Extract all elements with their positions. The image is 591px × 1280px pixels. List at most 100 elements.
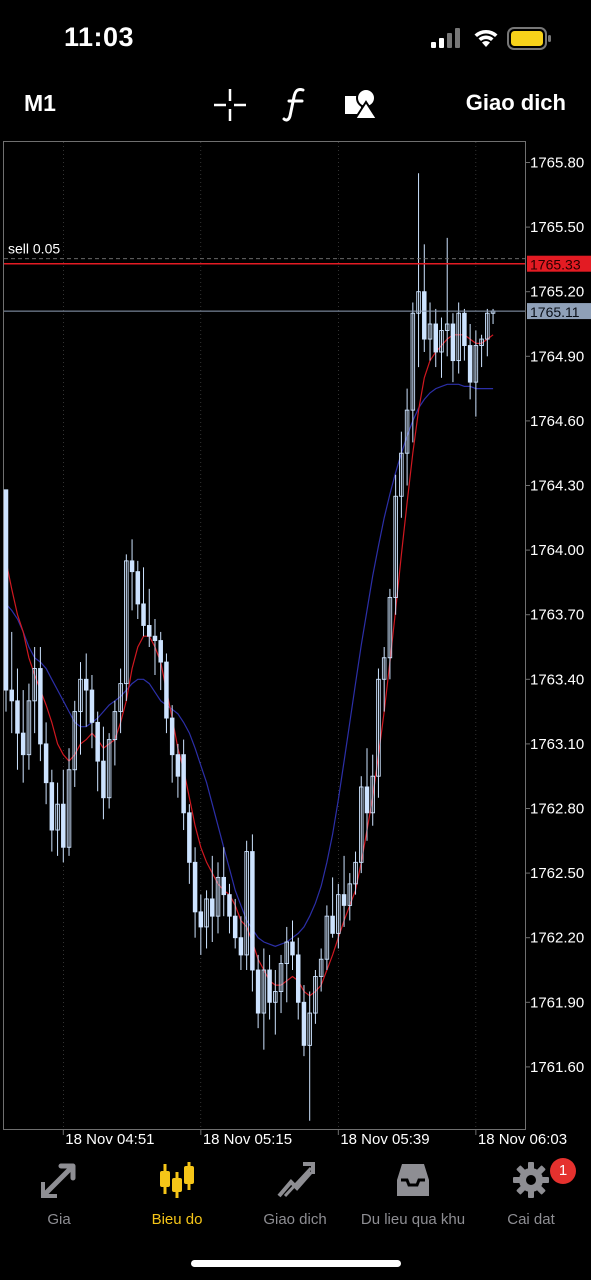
candle-body xyxy=(141,603,146,626)
candle-body xyxy=(72,711,78,771)
price-axis: 1765.80 1765.50 1765.20 1764.90 1764.60 1764.… xyxy=(525,155,584,1076)
price-tick-label: 1763.10 xyxy=(530,736,584,753)
tab-bar: Gia Bieu do Giao dich Du lieu qua khu 1 … xyxy=(0,1150,591,1280)
candle-body xyxy=(55,803,60,831)
candle-body xyxy=(169,717,175,756)
price-tick-label: 1764.90 xyxy=(530,348,584,365)
candle-body xyxy=(427,323,433,340)
crosshair-icon[interactable] xyxy=(213,88,247,127)
sell-price-tag-label: 1765.33 xyxy=(530,257,581,273)
candle-body xyxy=(364,786,370,814)
candle-body xyxy=(135,571,141,605)
candle-body xyxy=(273,991,278,1003)
sell-price-tag xyxy=(527,255,591,272)
function-icon[interactable] xyxy=(281,86,309,127)
candle-body xyxy=(78,678,83,713)
tab-history[interactable]: Du lieu qua khu xyxy=(354,1160,472,1228)
candle-body xyxy=(462,312,467,346)
timeframe-button[interactable]: M1 xyxy=(24,90,56,116)
battery-icon xyxy=(507,27,553,56)
price-tick-label: 1763.70 xyxy=(530,607,584,624)
candle-body xyxy=(95,721,100,762)
candle-body xyxy=(261,969,267,1014)
chart-grid xyxy=(62,142,477,1129)
tab-label: Cai dat xyxy=(507,1211,555,1228)
candle-body xyxy=(359,786,364,863)
quotes-icon xyxy=(39,1163,79,1204)
status-time: 11:03 xyxy=(64,22,135,52)
candle-body xyxy=(32,668,37,702)
ma-slow-line xyxy=(5,383,494,947)
price-tick-label: 1763.40 xyxy=(530,671,584,688)
candle-body xyxy=(393,495,398,598)
price-tick-label: 1764.00 xyxy=(530,542,584,559)
tab-label: Gia xyxy=(47,1211,71,1228)
cellular-signal-icon xyxy=(431,28,463,55)
candle-body xyxy=(255,969,261,1014)
tab-quotes[interactable]: Gia xyxy=(0,1160,118,1228)
candle-body xyxy=(158,640,163,663)
candle-body xyxy=(290,941,295,956)
candle-body xyxy=(227,894,232,917)
candle-body xyxy=(387,597,393,659)
wifi-icon xyxy=(472,27,500,54)
candle-body xyxy=(66,769,72,848)
time-axis: 18 Nov 04:51 18 Nov 05:15 18 Nov 05:39 18 N… xyxy=(62,1129,567,1148)
candle-body xyxy=(83,678,89,691)
candle-body xyxy=(175,754,181,777)
candle-body xyxy=(370,775,375,814)
candle-body xyxy=(89,689,95,723)
candle-body xyxy=(198,911,204,928)
candle-body xyxy=(330,915,335,934)
price-tick-label: 1765.50 xyxy=(530,219,584,236)
candle-body xyxy=(3,489,9,691)
candle-body xyxy=(353,861,358,885)
candle-body xyxy=(433,323,439,353)
candle-body xyxy=(467,345,473,383)
candle-body xyxy=(181,754,186,814)
tab-label: Bieu do xyxy=(151,1211,203,1228)
candle-body xyxy=(43,743,49,784)
candle-body xyxy=(112,711,118,741)
candle-body xyxy=(301,1001,307,1046)
objects-icon[interactable] xyxy=(343,86,379,125)
price-tick-label: 1765.80 xyxy=(530,155,584,172)
tab-trade[interactable]: Giao dich xyxy=(236,1160,354,1228)
chart-frame xyxy=(3,141,526,1130)
candle-body xyxy=(20,732,26,756)
candle-body xyxy=(313,976,318,1014)
candle-body xyxy=(38,668,43,745)
tab-label: Du lieu qua khu xyxy=(360,1211,466,1228)
price-tick-label: 1762.50 xyxy=(530,865,584,882)
candle-body xyxy=(49,782,55,831)
candle-body xyxy=(318,958,324,977)
tab-settings[interactable]: 1 Cai dat xyxy=(472,1158,590,1228)
candle-body xyxy=(192,861,198,913)
candle-body xyxy=(473,345,479,383)
trade-button[interactable]: Giao dich xyxy=(465,90,566,115)
candle-body xyxy=(129,560,135,573)
candle-body xyxy=(244,851,249,956)
candle-body xyxy=(61,803,66,848)
candle-body xyxy=(341,894,347,906)
candle-body xyxy=(416,291,421,314)
price-tick-label: 1765.20 xyxy=(530,284,584,301)
candle-body xyxy=(336,894,341,934)
candle-body xyxy=(450,323,456,362)
price-tick-label: 1761.90 xyxy=(530,994,584,1011)
bid-price-tag xyxy=(527,303,591,320)
tab-chart[interactable]: Bieu do xyxy=(118,1160,236,1228)
candle-body xyxy=(376,678,381,777)
candle-body xyxy=(410,312,416,411)
settings-icon xyxy=(511,1162,551,1204)
time-tick-label: 18 Nov 05:15 xyxy=(203,1131,292,1148)
candle-body xyxy=(324,915,330,960)
trade-icon xyxy=(275,1162,315,1204)
candle-body xyxy=(210,898,215,917)
candle-body xyxy=(347,883,353,906)
candle-body xyxy=(106,739,112,799)
candle-body xyxy=(444,323,450,331)
candle-body xyxy=(9,689,14,702)
history-icon xyxy=(393,1164,433,1204)
